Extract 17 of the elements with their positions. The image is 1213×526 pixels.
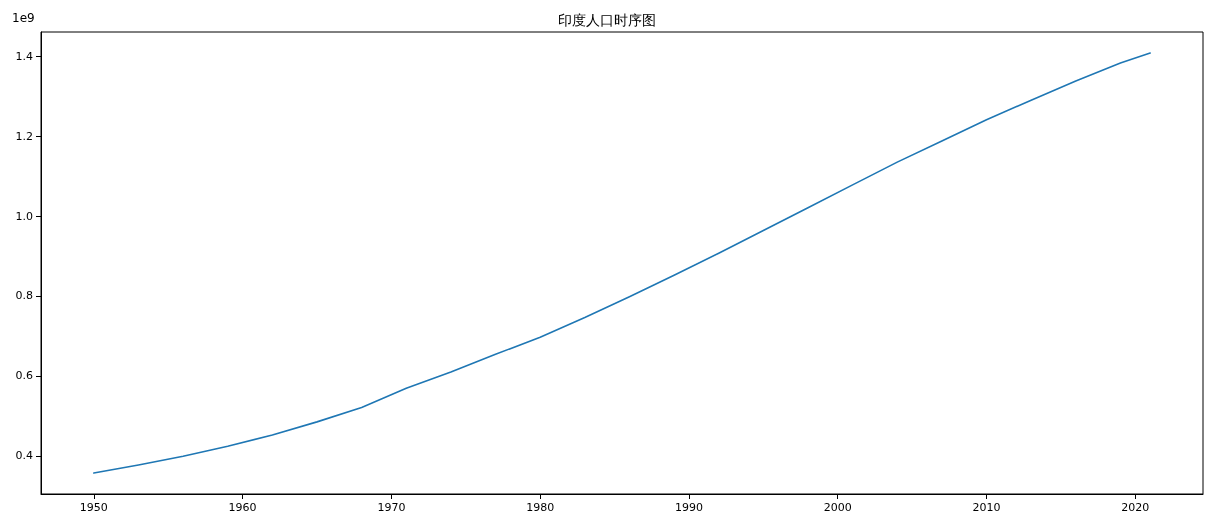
chart-title: 印度人口时序图	[557, 12, 656, 28]
x-tick-label: 1960	[228, 501, 257, 514]
x-tick-label: 2000	[823, 501, 852, 514]
x-tick-label: 1980	[526, 501, 555, 514]
text: 1e9	[12, 11, 35, 25]
y-tick-label: 1.2	[15, 129, 33, 143]
x-tick-label: 1970	[377, 501, 406, 514]
y-tick-label: 0.6	[15, 369, 33, 383]
line-series	[93, 52, 1151, 474]
x-tick-label: 1950	[79, 501, 108, 514]
x-tick-label: 2020	[1121, 501, 1150, 514]
x-tick-label: 1990	[674, 501, 703, 514]
y-tick-label: 0.4	[15, 449, 33, 463]
y-tick-label: 1.4	[15, 49, 33, 63]
y-tick-label: 1.0	[15, 209, 33, 223]
y-tick-label: 0.8	[15, 289, 33, 303]
x-tick-label: 2010	[972, 501, 1001, 514]
